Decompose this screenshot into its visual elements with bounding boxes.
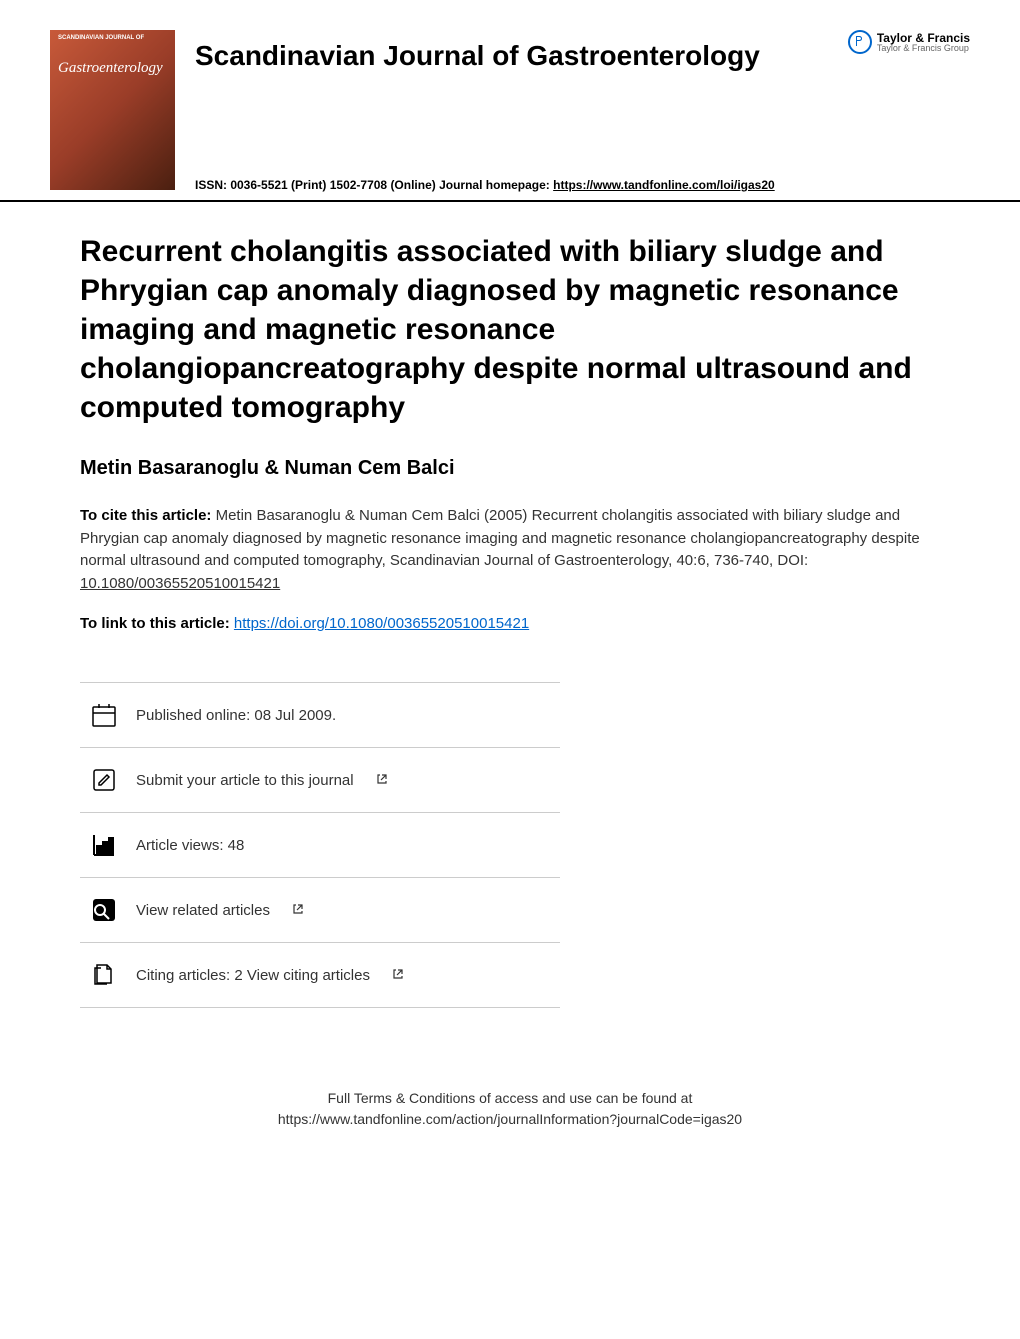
external-link-icon: [376, 773, 388, 788]
footer-line2: https://www.tandfonline.com/action/journ…: [80, 1109, 940, 1130]
external-link-icon: [392, 968, 404, 983]
header: SCANDINAVIAN JOURNAL OF Gastroenterology…: [0, 0, 1020, 190]
publisher-text: Taylor & Francis Taylor & Francis Group: [877, 32, 970, 53]
action-citing[interactable]: Citing articles: 2 View citing articles: [80, 943, 560, 1008]
action-related[interactable]: View related articles: [80, 878, 560, 943]
publisher-icon: [848, 30, 872, 54]
article-authors: Metin Basaranoglu & Numan Cem Balci: [0, 447, 1020, 505]
action-list: Published online: 08 Jul 2009. Submit yo…: [80, 662, 560, 1028]
article-title: Recurrent cholangitis associated with bi…: [0, 202, 1020, 447]
submit-icon: [90, 766, 118, 794]
journal-header-left: SCANDINAVIAN JOURNAL OF Gastroenterology…: [50, 30, 760, 190]
action-published: Published online: 08 Jul 2009.: [80, 682, 560, 748]
citing-icon: [90, 961, 118, 989]
action-views: Article views: 48: [80, 813, 560, 878]
external-link-icon: [292, 903, 304, 918]
footer: Full Terms & Conditions of access and us…: [0, 1028, 1020, 1170]
footer-line1: Full Terms & Conditions of access and us…: [80, 1088, 940, 1109]
issn-text: ISSN: 0036-5521 (Print) 1502-7708 (Onlin…: [195, 178, 553, 192]
action-submit[interactable]: Submit your article to this journal: [80, 748, 560, 813]
related-text: View related articles: [136, 902, 270, 919]
submit-text: Submit your article to this journal: [136, 772, 354, 789]
publisher-name: Taylor & Francis: [877, 32, 970, 44]
journal-homepage-link[interactable]: https://www.tandfonline.com/loi/igas20: [553, 178, 775, 192]
citing-text: Citing articles: 2 View citing articles: [136, 967, 370, 984]
link-line: To link to this article: https://doi.org…: [0, 615, 1020, 662]
article-link[interactable]: https://doi.org/10.1080/0036552051001542…: [234, 615, 529, 632]
journal-title: Scandinavian Journal of Gastroenterology: [195, 40, 760, 72]
chart-icon: [90, 831, 118, 859]
publisher-logo: Taylor & Francis Taylor & Francis Group: [848, 30, 970, 54]
views-text: Article views: 48: [136, 837, 244, 854]
cover-label: SCANDINAVIAN JOURNAL OF: [58, 35, 144, 41]
journal-cover-image: SCANDINAVIAN JOURNAL OF Gastroenterology: [50, 30, 175, 190]
cover-title: Gastroenterology: [58, 60, 163, 77]
published-text: Published online: 08 Jul 2009.: [136, 707, 336, 724]
citation-block: To cite this article: Metin Basaranoglu …: [0, 505, 1020, 615]
publisher-sub: Taylor & Francis Group: [877, 44, 970, 53]
related-icon: [90, 896, 118, 924]
citation-label: To cite this article:: [80, 507, 216, 524]
doi-link[interactable]: 10.1080/00365520510015421: [80, 575, 280, 592]
calendar-icon: [90, 701, 118, 729]
link-label: To link to this article:: [80, 615, 234, 632]
